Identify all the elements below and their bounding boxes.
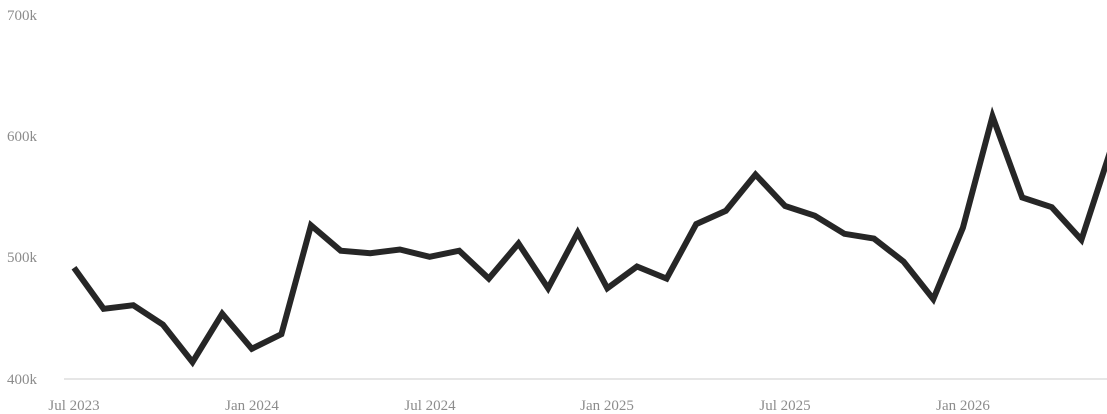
x-tick-label-jul-2023: Jul 2023 [48, 398, 99, 414]
data-point-2024-11 [545, 285, 551, 291]
data-point-2024-03 [308, 222, 314, 228]
data-point-2025-04 [693, 221, 699, 227]
x-tick-label-jan-2026: Jan 2026 [936, 398, 990, 414]
data-point-2025-11 [901, 259, 907, 265]
y-tick-label-400k: 400k [7, 372, 38, 388]
y-tick-label-500k: 500k [7, 250, 38, 266]
series-layer [71, 106, 1107, 368]
data-point-2024-02 [278, 331, 284, 337]
data-point-2025-09 [841, 231, 847, 237]
data-point-2025-10 [871, 236, 877, 242]
data-point-2026-05 [1078, 237, 1084, 243]
x-axis-tick-labels: Jul 2023 Jan 2024 Jul 2024 Jan 2025 Jul … [48, 398, 990, 414]
data-point-2025-08 [812, 213, 818, 219]
data-point-2023-09 [130, 302, 136, 308]
data-point-2024-01 [249, 346, 255, 352]
data-point-2024-06 [397, 247, 403, 253]
x-tick-label-jan-2024: Jan 2024 [225, 398, 279, 414]
x-tick-label-jul-2024: Jul 2024 [404, 398, 456, 414]
data-point-2023-11 [190, 359, 196, 365]
data-point-2025-06 [753, 172, 759, 178]
data-point-2024-10 [516, 241, 522, 247]
data-point-2025-01 [604, 285, 610, 291]
data-point-2025-07 [782, 203, 788, 209]
data-point-2025-02 [634, 264, 640, 270]
x-tick-label-jul-2025: Jul 2025 [759, 398, 810, 414]
data-point-2026-04 [1049, 204, 1055, 210]
data-point-2024-09 [486, 276, 492, 282]
data-point-2023-07 [71, 265, 77, 271]
data-point-2026-01 [960, 225, 966, 231]
data-point-2024-08 [456, 248, 462, 254]
data-point-2025-12 [930, 296, 936, 302]
data-point-2023-10 [160, 322, 166, 328]
data-point-2024-12 [575, 230, 581, 236]
data-point-2024-05 [367, 250, 373, 256]
y-axis-tick-labels: 700k 600k 500k 400k [7, 8, 38, 388]
x-tick-label-jan-2025: Jan 2025 [580, 398, 634, 414]
series-line [71, 106, 1107, 368]
data-point-2023-12 [219, 311, 225, 317]
data-point-2025-05 [723, 208, 729, 214]
y-tick-label-700k: 700k [7, 8, 38, 24]
data-point-2025-03 [664, 276, 670, 282]
data-point-2026-03 [1019, 195, 1025, 201]
y-tick-label-600k: 600k [7, 129, 38, 145]
data-point-2026-02 [990, 113, 996, 119]
data-point-2024-04 [338, 248, 344, 254]
data-point-2023-08 [101, 306, 107, 312]
data-point-2024-07 [427, 254, 433, 260]
